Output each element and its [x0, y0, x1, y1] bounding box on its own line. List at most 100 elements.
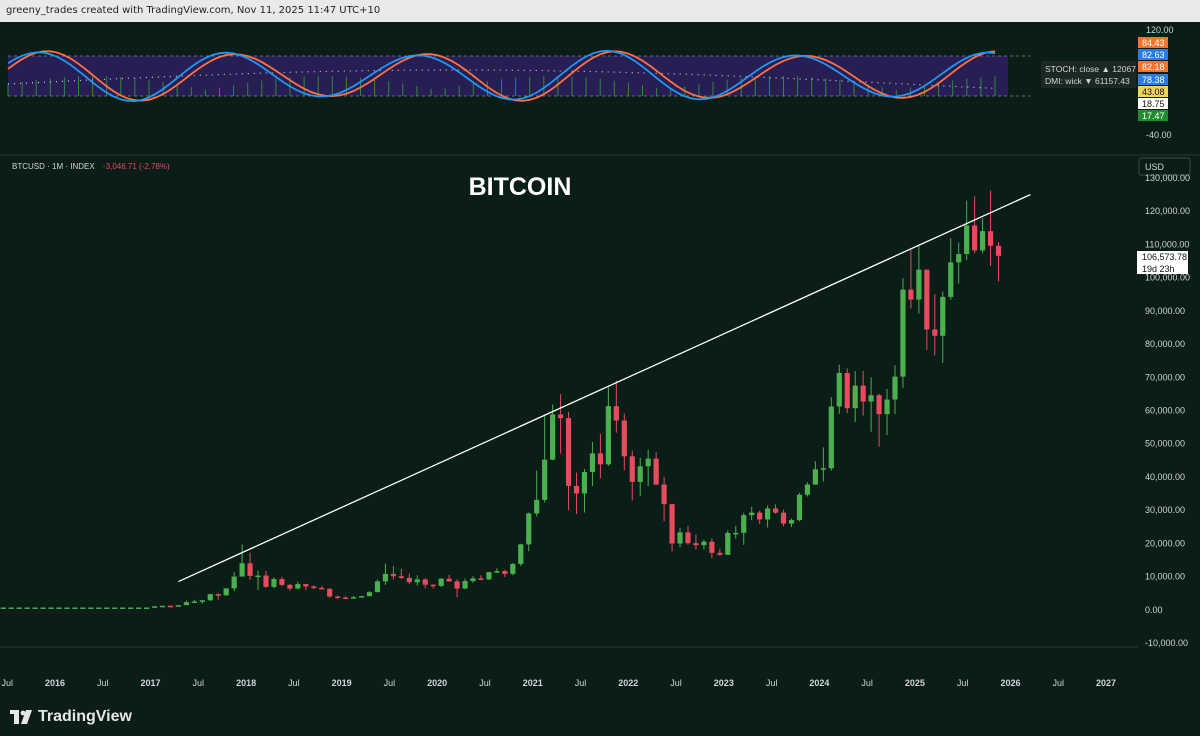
candle-body [589, 453, 596, 472]
candle-body [510, 563, 516, 574]
candle-body [900, 289, 906, 377]
candle-early [88, 607, 94, 609]
candle-body [844, 372, 850, 409]
candle-body [327, 588, 333, 597]
candle-body [350, 597, 357, 599]
time-tick: Jul [766, 678, 778, 688]
candle-body [884, 399, 890, 415]
candle-body [629, 456, 635, 482]
candle-body [916, 269, 922, 300]
candle-early [48, 607, 54, 609]
ind-axis-tick-top: 120.00 [1146, 25, 1174, 35]
countdown-bg [1137, 263, 1188, 274]
value-tag-text: 78.38 [1142, 75, 1165, 85]
symbol-line: BTCUSD · 1M · INDEX [12, 162, 95, 171]
price-tick: 90,000.00 [1145, 306, 1185, 316]
candle-body [979, 231, 986, 251]
candle-body [247, 563, 253, 576]
candle-body [876, 395, 882, 415]
price-tick: 70,000.00 [1145, 372, 1185, 382]
countdown-value: 19d 23h [1142, 264, 1175, 274]
candle-early [144, 607, 150, 609]
candle-body [438, 578, 444, 586]
candle-body [486, 572, 492, 580]
value-tag-bg [1138, 110, 1168, 121]
stoch-band [8, 56, 1008, 96]
footer: TradingView [0, 700, 1200, 736]
candle-body [358, 596, 365, 598]
candle-body [207, 594, 213, 601]
price-tick: 0.00 [1145, 605, 1163, 615]
candle-body [621, 420, 627, 457]
candle-body [741, 515, 747, 533]
candle-body [478, 578, 484, 580]
candle-body [518, 544, 524, 564]
price-axis[interactable]: 130,000.00 120,000.00 110,000.00 100,000.00… [1145, 173, 1190, 648]
candle-body [924, 269, 930, 330]
candle-body [151, 606, 158, 608]
time-tick: 2022 [618, 678, 638, 688]
time-tick: Jul [479, 678, 491, 688]
price-pane[interactable]: BTCUSD · 1M · INDEX -3,046.71 (-2.78%) B… [0, 157, 1191, 688]
candle-body [343, 597, 349, 599]
candle-early [64, 607, 70, 609]
chart-canvas[interactable]: 120.00 -40.00 STOCH: close ▲ 12067 DMI: … [0, 22, 1200, 700]
candle-body [597, 453, 604, 465]
candle-body [542, 459, 548, 500]
time-tick: 2023 [714, 678, 734, 688]
candle-body [987, 231, 994, 246]
candle-body [550, 414, 556, 460]
change-text: -3,046.71 (-2.78%) [103, 162, 170, 171]
candle-body [414, 579, 420, 583]
candle-body [685, 532, 691, 544]
candle-body [964, 225, 970, 255]
time-tick: 2024 [809, 678, 829, 688]
candle-body [502, 571, 508, 574]
currency-box[interactable] [1138, 157, 1191, 176]
value-tag-text: 43.08 [1142, 87, 1165, 97]
time-tick: Jul [384, 678, 396, 688]
time-axis[interactable]: Jul 2016 Jul 2017 Jul 2018 Jul 2019 Jul 2020 Jul 20… [1, 678, 1116, 688]
value-tag-bg [1138, 98, 1168, 109]
candle-body [757, 512, 763, 520]
indicator-pane[interactable]: 120.00 -40.00 STOCH: close ▲ 12067 DMI: … [7, 25, 1174, 140]
last-price-tag: 106,573.78 19d 23h [1137, 251, 1188, 274]
stoch-k-line [7, 49, 996, 103]
tradingview-logo[interactable]: TradingView [10, 708, 132, 726]
value-tag-bg [1138, 74, 1168, 85]
time-tick: Jul [1, 678, 13, 688]
candle-body [932, 329, 938, 336]
candle-early [40, 607, 46, 609]
candle-body [749, 512, 755, 516]
value-tag-bg [1138, 86, 1168, 97]
candle-body [454, 581, 460, 589]
price-tick: 130,000.00 [1145, 173, 1190, 183]
candle-body [239, 563, 245, 577]
chart-title: BITCOIN [469, 173, 572, 201]
trendline[interactable] [178, 194, 1031, 583]
candle-early [72, 607, 78, 609]
value-tag-text: 82.18 [1142, 62, 1165, 72]
candle-body [175, 605, 182, 607]
candle-body [231, 576, 237, 589]
candle-body [892, 376, 898, 400]
price-tick: 60,000.00 [1145, 406, 1185, 416]
time-tick: Jul [193, 678, 205, 688]
time-tick: Jul [97, 678, 109, 688]
candle-body [677, 532, 683, 544]
chart-area[interactable]: 120.00 -40.00 STOCH: close ▲ 12067 DMI: … [0, 22, 1200, 700]
value-tag-text: 84.43 [1142, 38, 1165, 48]
candle-body [319, 587, 325, 590]
time-tick: 2025 [905, 678, 925, 688]
candle-body [199, 600, 205, 602]
tradingview-brand-text: TradingView [38, 708, 132, 725]
time-tick: 2021 [523, 678, 543, 688]
price-tick: 50,000.00 [1145, 439, 1185, 449]
candle-body [255, 575, 261, 578]
candle-body [717, 552, 723, 555]
candle-early [104, 607, 110, 609]
value-tag-text: 82.63 [1142, 50, 1165, 60]
adx-dotted-line [7, 69, 996, 89]
candle-body [494, 571, 500, 573]
candle-body [311, 586, 317, 589]
